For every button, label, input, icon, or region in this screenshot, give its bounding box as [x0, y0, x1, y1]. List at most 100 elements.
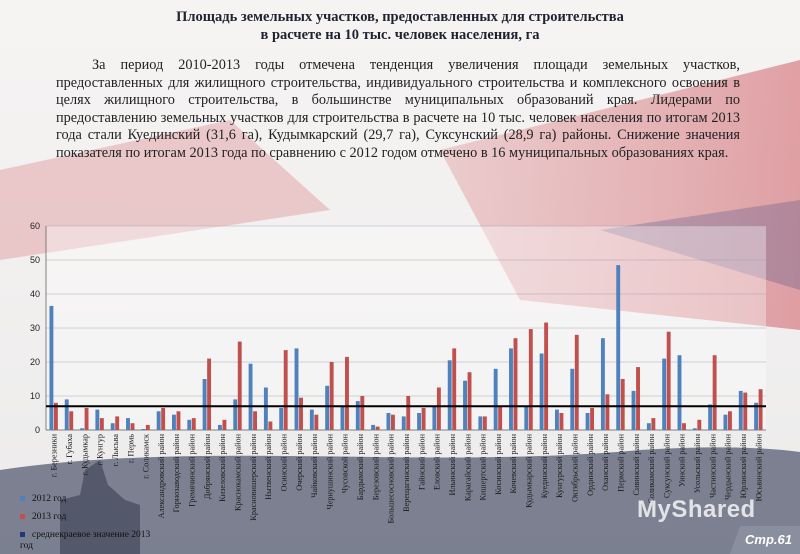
bar-2013 — [191, 418, 196, 430]
bar-2012 — [187, 419, 192, 430]
bar-2013 — [636, 367, 640, 430]
bar-2013 — [436, 387, 441, 430]
bar-2013 — [268, 421, 273, 430]
bar-2013 — [513, 338, 518, 430]
bar-2012 — [325, 385, 330, 430]
y-tick-label: 40 — [30, 289, 40, 299]
x-tick-label: Косинский район — [494, 433, 503, 494]
bar-2013 — [498, 406, 503, 430]
x-tick-label: Кочевский район — [509, 433, 518, 493]
bar-2013 — [743, 392, 748, 430]
bar-2013 — [237, 341, 242, 430]
x-tick-label: Александровский район — [157, 433, 166, 518]
page-number: Стр.61 — [745, 532, 792, 547]
bar-2012 — [478, 416, 483, 430]
bar-2013 — [728, 411, 732, 430]
x-tick-label: Гайнский район — [417, 433, 426, 490]
bar-2012 — [677, 355, 682, 430]
bar-2013 — [375, 426, 380, 430]
x-tick-label: Частинский район — [708, 433, 717, 498]
x-tick-label: Куединский район — [540, 433, 549, 498]
bar-2012 — [570, 368, 575, 430]
x-tick-label: г. Кунгур — [96, 434, 105, 465]
x-tick-label: Кунгурский район — [555, 433, 564, 497]
bar-2012 — [309, 409, 314, 430]
bar-2013 — [452, 348, 457, 430]
bar-2013 — [130, 423, 135, 430]
bar-2013 — [299, 397, 303, 430]
x-tick-label: Соликамский район — [647, 433, 656, 503]
x-tick-label: Чернушинский район — [325, 433, 334, 509]
y-tick-label: 0 — [35, 425, 40, 435]
bar-2013 — [406, 396, 411, 430]
x-tick-label: Карагайский район — [463, 433, 472, 501]
x-tick-label: Березовский район — [371, 433, 380, 500]
legend-item-average: среднекраевое значение 2013 год — [20, 530, 160, 552]
bar-2012 — [95, 409, 100, 430]
bar-2013 — [207, 358, 212, 430]
bar-chart: 0 10 20 30 40 50 60 г. Березники г. Губаха г. Куд… — [30, 221, 766, 524]
bar-2013 — [222, 419, 227, 430]
y-tick-label: 60 — [30, 221, 40, 231]
bar-2013 — [590, 407, 595, 430]
x-tick-label: Ильинский район — [448, 433, 457, 495]
bar-2012 — [723, 414, 728, 430]
bar-2012 — [248, 363, 253, 430]
bar-2013 — [467, 372, 472, 430]
x-tick-label: Чайковский район — [310, 433, 319, 497]
bar-2012 — [509, 348, 513, 430]
legend-label-2013: 2013 год — [32, 512, 67, 522]
bar-2012 — [80, 428, 84, 430]
legend-swatch-average — [20, 532, 25, 538]
bar-2013 — [651, 418, 656, 430]
bar-2013 — [84, 407, 89, 430]
x-tick-label: г. Лысьва — [111, 434, 120, 467]
bar-2012 — [708, 404, 713, 430]
x-tick-label: Сивинский район — [632, 433, 641, 495]
x-tick-label: Чердынский район — [724, 433, 733, 500]
watermark-text: MyShared — [637, 496, 756, 523]
legend-label-2012: 2012 год — [32, 494, 67, 504]
y-tick-label: 10 — [30, 391, 40, 401]
bar-2013 — [544, 322, 549, 430]
bar-2012 — [600, 338, 605, 430]
bar-2012 — [202, 379, 207, 430]
bar-2012 — [646, 423, 651, 430]
bar-2013 — [421, 407, 426, 430]
x-tick-label: Юсьвинский район — [754, 433, 763, 501]
bar-2012 — [554, 409, 559, 430]
bar-2012 — [172, 414, 176, 430]
bar-2012 — [631, 390, 636, 430]
x-tick-label: Кудымкарский район — [525, 433, 534, 507]
bar-2013 — [758, 389, 763, 430]
legend-item-2012: 2012 год — [20, 494, 66, 505]
bar-2012 — [49, 305, 54, 430]
bar-2012 — [539, 353, 544, 430]
x-tick-label: Краснокамский район — [233, 433, 242, 511]
bar-2012 — [493, 368, 498, 430]
bar-2012 — [585, 413, 590, 430]
x-tick-label: Очерский район — [295, 433, 304, 490]
bar-2013 — [99, 418, 104, 430]
x-tick-label: г. Березники — [50, 433, 59, 477]
bar-2012 — [233, 399, 238, 430]
bar-2013 — [712, 355, 717, 430]
x-tick-label: Кишертский район — [479, 433, 488, 500]
bar-2013 — [620, 379, 625, 430]
bar-2012 — [754, 402, 759, 430]
x-tick-label: Красновишерский район — [249, 433, 258, 520]
x-tick-label: г. Кудымкар — [80, 434, 89, 475]
bar-2012 — [662, 358, 667, 430]
y-tick-label: 30 — [30, 323, 40, 333]
bar-2012 — [371, 424, 376, 430]
bar-2012 — [217, 424, 222, 430]
bar-2012 — [64, 399, 69, 430]
bar-2012 — [263, 387, 268, 430]
x-tick-label: г. Соликамск — [142, 434, 151, 479]
x-tick-label: г. Губаха — [65, 434, 74, 465]
x-tick-label: Чусовской район — [341, 433, 350, 493]
bar-2013 — [283, 350, 288, 430]
x-tick-label: Осинский район — [279, 433, 288, 491]
bar-2013 — [605, 394, 610, 430]
bar-2013 — [528, 329, 533, 430]
